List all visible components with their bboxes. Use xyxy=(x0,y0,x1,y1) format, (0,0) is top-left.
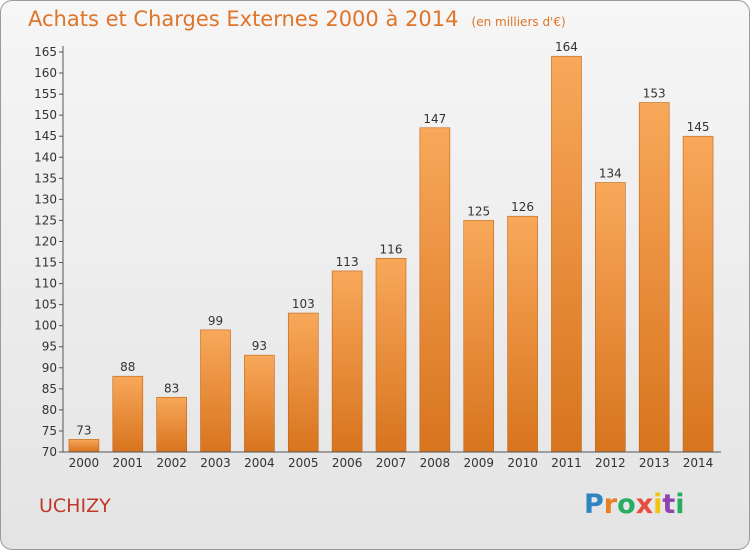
proxiti-logo: Proxiti xyxy=(584,489,685,520)
bar xyxy=(507,215,538,453)
commune-name: UCHIZY xyxy=(39,495,111,517)
y-tick-label: 135 xyxy=(34,171,57,185)
x-tick-label: 2007 xyxy=(376,456,407,470)
bar-value-label: 116 xyxy=(380,242,403,256)
y-tick-label: 160 xyxy=(34,66,57,80)
bar-value-label: 83 xyxy=(164,381,179,395)
x-tick-label: 2013 xyxy=(639,456,670,470)
bar xyxy=(595,182,626,453)
logo-letter: P xyxy=(584,489,604,520)
y-tick-label: 150 xyxy=(34,108,57,122)
bar-value-label: 145 xyxy=(687,120,710,134)
x-tick-label: 2008 xyxy=(420,456,451,470)
bar-value-label: 153 xyxy=(643,87,666,101)
chart-title: Achats et Charges Externes 2000 à 2014 xyxy=(28,7,459,31)
bar xyxy=(156,396,187,453)
bar xyxy=(551,55,582,453)
y-tick-label: 115 xyxy=(34,256,57,270)
bar-value-label: 147 xyxy=(423,112,446,126)
y-tick-label: 120 xyxy=(34,234,57,248)
x-tick-label: 2014 xyxy=(683,456,714,470)
bar-value-label: 126 xyxy=(511,200,534,214)
y-tick-label: 130 xyxy=(34,192,57,206)
x-tick-label: 2006 xyxy=(332,456,363,470)
x-tick-label: 2010 xyxy=(507,456,538,470)
bar xyxy=(200,329,231,453)
bar xyxy=(331,270,363,453)
x-tick-label: 2004 xyxy=(244,456,275,470)
bar-value-label: 99 xyxy=(208,314,223,328)
y-tick-label: 100 xyxy=(34,319,57,333)
x-tick-label: 2005 xyxy=(288,456,319,470)
logo-letter: t xyxy=(662,489,676,520)
bar xyxy=(419,127,451,453)
logo-letter: o xyxy=(617,489,636,520)
x-tick-label: 2012 xyxy=(595,456,626,470)
bar-value-label: 134 xyxy=(599,167,622,181)
y-tick-label: 140 xyxy=(34,150,57,164)
y-tick-label: 95 xyxy=(42,340,57,354)
y-tick-label: 165 xyxy=(34,45,57,59)
y-tick-label: 105 xyxy=(34,298,57,312)
bar xyxy=(287,312,319,453)
logo-letter: i xyxy=(675,489,685,520)
x-tick-label: 2002 xyxy=(156,456,187,470)
title-row: Achats et Charges Externes 2000 à 2014 (… xyxy=(28,7,566,31)
bar-value-label: 164 xyxy=(555,40,578,54)
bar xyxy=(463,220,495,453)
bar-value-label: 73 xyxy=(76,423,91,437)
chart-subtitle: (en milliers d'€) xyxy=(471,15,566,29)
y-tick-label: 85 xyxy=(42,382,57,396)
bar xyxy=(375,258,407,453)
x-tick-label: 2009 xyxy=(463,456,494,470)
logo-letter: i xyxy=(653,489,663,520)
y-tick-label: 75 xyxy=(42,424,57,438)
bar-value-label: 125 xyxy=(467,204,490,218)
x-tick-label: 2003 xyxy=(200,456,231,470)
y-tick-label: 110 xyxy=(34,277,57,291)
bar-value-label: 113 xyxy=(336,255,359,269)
bar xyxy=(638,102,670,453)
bar-value-label: 93 xyxy=(252,339,267,353)
bar xyxy=(244,354,275,453)
y-tick-label: 70 xyxy=(42,445,57,459)
y-tick-label: 155 xyxy=(34,87,57,101)
bar-value-label: 103 xyxy=(292,297,315,311)
x-tick-label: 2011 xyxy=(551,456,582,470)
bar xyxy=(682,135,714,453)
bar-value-label: 88 xyxy=(120,360,135,374)
x-tick-label: 2001 xyxy=(113,456,144,470)
bar xyxy=(112,375,144,453)
y-tick-label: 90 xyxy=(42,361,57,375)
y-tick-label: 125 xyxy=(34,213,57,227)
y-tick-label: 80 xyxy=(42,403,57,417)
logo-letter: r xyxy=(603,489,618,520)
y-tick-label: 145 xyxy=(34,129,57,143)
x-tick-label: 2000 xyxy=(69,456,100,470)
logo-letter: x xyxy=(635,489,654,520)
bar xyxy=(68,439,100,453)
